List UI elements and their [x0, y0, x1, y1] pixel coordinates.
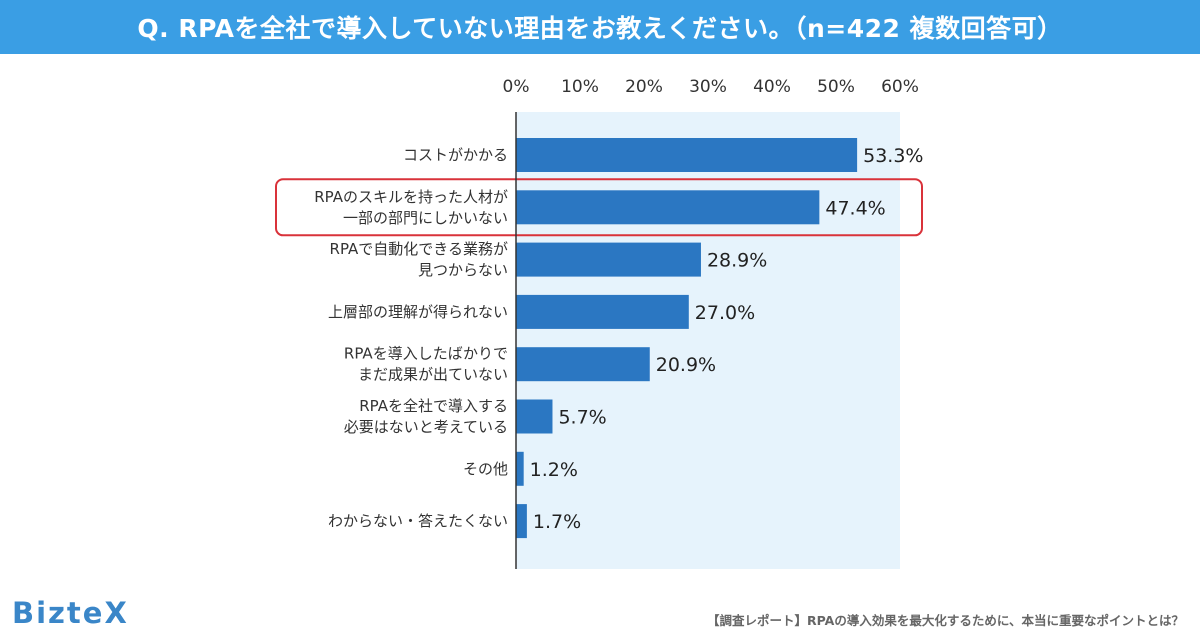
category-label: RPAを全社で導入する — [359, 397, 508, 415]
highlight-box — [275, 178, 923, 237]
bar — [516, 399, 553, 434]
value-label: 1.2% — [530, 459, 578, 481]
x-tick-label: 40% — [753, 77, 791, 97]
bar — [516, 294, 689, 329]
category-label: RPAのスキルを持った人材が — [314, 188, 508, 206]
biztex-logo: BizteX — [12, 596, 129, 630]
category-label: 必要はないと考えている — [344, 418, 508, 436]
x-tick-label: 10% — [561, 77, 599, 97]
footer-note: 【調査レポート】RPAの導入効果を最大化するために、本当に重要なポイントとは？ — [707, 613, 1184, 628]
value-label: 1.7% — [533, 511, 581, 533]
category-label: RPAで自動化できる業務が — [330, 240, 508, 258]
value-label: 28.9% — [707, 250, 767, 272]
category-label: コストがかかる — [403, 146, 508, 164]
category-label: わからない・答えたくない — [328, 512, 508, 530]
value-label: 27.0% — [695, 302, 755, 324]
value-label: 20.9% — [656, 354, 716, 376]
bar — [516, 138, 858, 172]
bar — [516, 451, 524, 486]
category-label: RPAを導入したばかりで — [344, 345, 508, 363]
bar — [516, 504, 527, 539]
plot-background — [516, 112, 900, 569]
bar-chart: 0% 10% 20% 30% 40% 50% 60% 53.3% コストがかかる 47.4% RPA… — [275, 77, 923, 569]
bar — [516, 347, 650, 382]
category-label: まだ成果が出ていない — [358, 366, 508, 384]
x-tick-label: 60% — [881, 77, 919, 97]
bar — [516, 242, 701, 277]
value-label: 53.3% — [863, 145, 923, 167]
chart-header: Q. RPAを全社で導入していない理由をお教えください。（n=422 複数回答可… — [0, 0, 1200, 54]
chart-title: Q. RPAを全社で導入していない理由をお教えください。（n=422 複数回答可… — [137, 14, 1063, 43]
x-tick-label: 0% — [503, 77, 530, 97]
x-tick-label: 30% — [689, 77, 727, 97]
category-label: 一部の部門にしかいない — [343, 209, 508, 227]
category-label: 見つからない — [418, 261, 508, 279]
value-label: 47.4% — [825, 197, 885, 219]
x-tick-label: 50% — [817, 77, 855, 97]
category-label: 上層部の理解が得られない — [328, 303, 508, 321]
bar — [516, 190, 820, 225]
x-tick-label: 20% — [625, 77, 663, 97]
value-label: 5.7% — [558, 407, 606, 429]
category-label: その他 — [463, 460, 508, 478]
